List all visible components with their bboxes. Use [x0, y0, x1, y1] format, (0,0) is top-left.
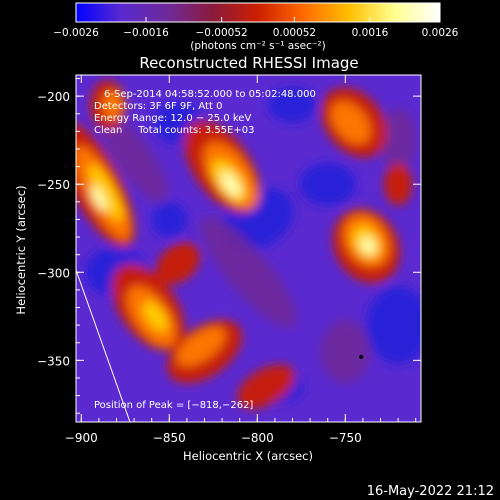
colorbar-tick-label: −0.0016	[123, 27, 169, 39]
peak-marker	[359, 354, 364, 359]
colorbar-tick-label: −0.00052	[195, 27, 247, 39]
y-tick-label: −300	[37, 266, 70, 280]
annotation-energy: Energy Range: 12.0 − 25.0 keV	[94, 113, 251, 124]
heatmap-blob	[90, 185, 107, 211]
heatmap-blob	[220, 171, 241, 197]
x-tick-label: −900	[65, 431, 98, 445]
x-axis: −900 −850 −800 −750	[65, 75, 417, 445]
annotation-time: 6-Sep-2014 04:58:52.000 to 05:02:48.000	[104, 89, 316, 100]
colorbar	[75, 2, 441, 23]
heatmap-blob	[200, 216, 297, 328]
chart-title: Reconstructed RHESSI Image	[139, 54, 358, 72]
heatmap-blob	[156, 242, 201, 285]
heatmap-blob	[89, 164, 123, 222]
heatmap-blob	[360, 237, 376, 255]
heatmap-blob	[176, 326, 226, 367]
colorbar-tick-label: 0.0016	[352, 27, 389, 39]
annotation-detectors: Detectors: 3F 6F 9F, Att 0	[94, 101, 222, 112]
heatmap-blob	[142, 301, 168, 332]
heatmap-blob	[151, 201, 187, 238]
heatmap-image	[76, 75, 421, 422]
footer-timestamp: 16-May-2022 21:12	[367, 484, 494, 499]
colorbar-tick-label: 0.0026	[422, 27, 459, 39]
heatmap-blob	[366, 286, 421, 364]
y-tick-label: −350	[37, 354, 70, 368]
plot-frame	[75, 74, 422, 423]
limb-line	[76, 269, 131, 422]
peak-position-label: Position of Peak = [−818,−262]	[94, 400, 253, 411]
heatmap-blob	[330, 101, 371, 145]
colorbar-tick-label: −0.0026	[53, 27, 99, 39]
heatmap-blob	[380, 108, 416, 172]
y-axis-label: Heliocentric Y (arcsec)	[14, 185, 28, 314]
heatmap-blob	[100, 113, 168, 203]
x-tick-label: −850	[153, 431, 186, 445]
x-tick-label: −750	[329, 431, 362, 445]
annotation-counts: Clean Total counts: 3.55E+03	[94, 125, 254, 136]
heatmap-blob	[299, 163, 356, 206]
y-tick-label: −200	[37, 90, 70, 104]
heatmap-blob	[384, 163, 413, 206]
heatmap-blob	[102, 90, 124, 120]
x-tick-label: −800	[241, 431, 274, 445]
x-axis-label: Heliocentric X (arcsec)	[183, 449, 313, 463]
heatmap-blob	[237, 364, 295, 409]
colorbar-units: (photons cm⁻² s⁻¹ asec⁻²)	[190, 40, 325, 52]
colorbar-ticks: −0.0026 −0.0016 −0.00052 0.00052 0.0016 0.002…	[53, 17, 459, 39]
colorbar-tick-label: 0.00052	[273, 27, 316, 39]
y-tick-label: −250	[37, 178, 70, 192]
heatmap-blob	[267, 87, 318, 123]
y-axis: −200 −250 −300 −350	[37, 78, 421, 414]
heatmap-blob	[320, 319, 370, 384]
